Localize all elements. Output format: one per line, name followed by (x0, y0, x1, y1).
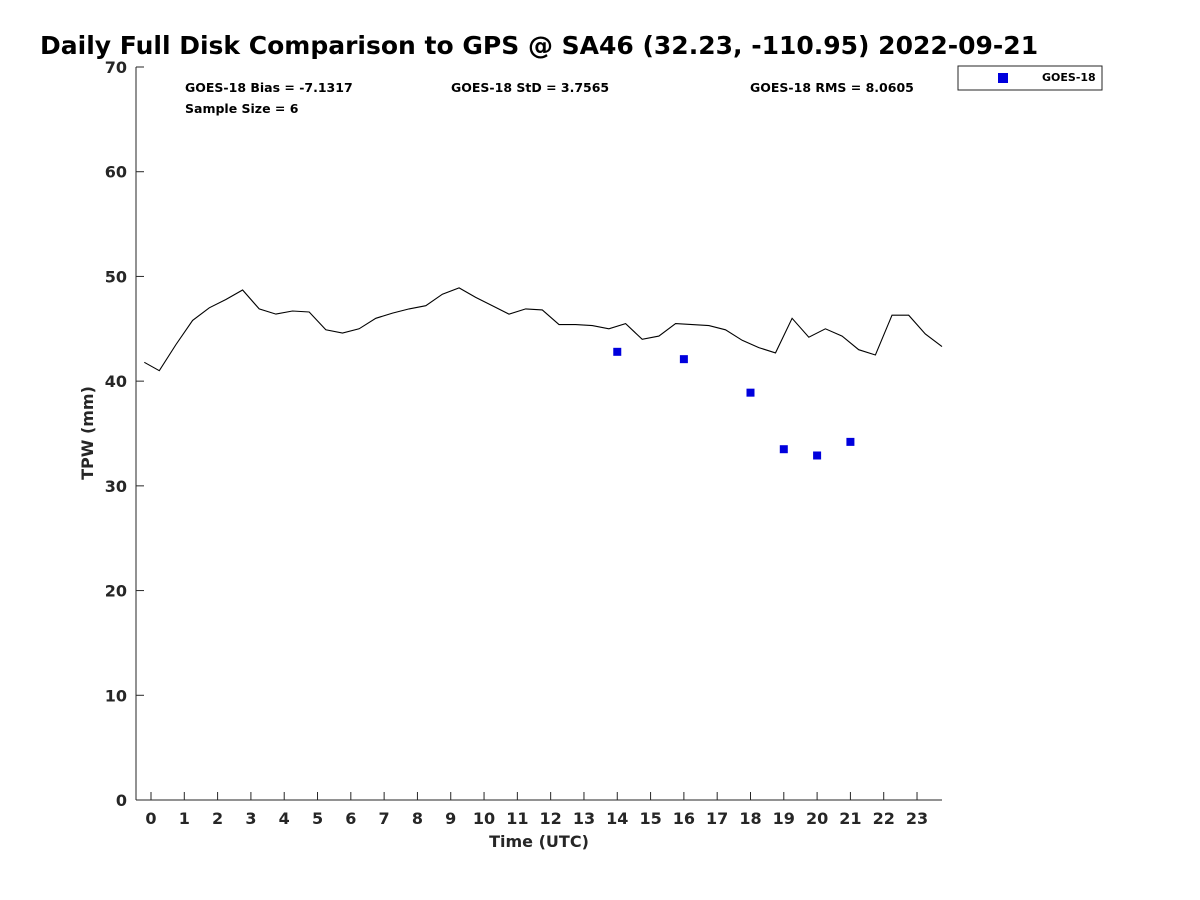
x-axis-label: Time (UTC) (489, 832, 589, 851)
rms-stat: GOES-18 RMS = 8.0605 (750, 80, 914, 95)
x-tick-label: 18 (739, 809, 761, 828)
y-tick-label: 20 (105, 582, 127, 601)
x-tick-label: 7 (379, 809, 390, 828)
legend: GOES-18 (957, 65, 1103, 91)
x-tick-label: 8 (412, 809, 423, 828)
x-tick-label: 22 (873, 809, 895, 828)
x-tick-label: 9 (445, 809, 456, 828)
x-tick-label: 10 (473, 809, 495, 828)
x-tick-label: 19 (773, 809, 795, 828)
x-tick-label: 16 (673, 809, 695, 828)
legend-box (957, 65, 1103, 91)
goes-18-point (746, 388, 755, 397)
y-axis-label: TPW (mm) (78, 386, 97, 480)
x-tick-label: 2 (212, 809, 223, 828)
x-tick-label: 15 (639, 809, 661, 828)
chart-title: Daily Full Disk Comparison to GPS @ SA46… (40, 31, 1038, 60)
x-tick-label: 12 (540, 809, 562, 828)
gps-tpw-line (144, 287, 943, 372)
y-tick-label: 50 (105, 267, 127, 286)
y-tick-label: 60 (105, 163, 127, 182)
goes-18-series (613, 347, 855, 460)
x-tick-label: 5 (312, 809, 323, 828)
goes-18-point (846, 437, 855, 446)
x-tick-label: 13 (573, 809, 595, 828)
goes-18-point (679, 355, 688, 364)
goes-18-point (813, 451, 822, 460)
x-tick-label: 14 (606, 809, 628, 828)
x-tick-label: 3 (245, 809, 256, 828)
stats-annotations: GOES-18 Bias = -7.1317 GOES-18 StD = 3.7… (185, 80, 914, 116)
y-tick-label: 10 (105, 686, 127, 705)
x-tick-label: 11 (506, 809, 528, 828)
plot-area (135, 67, 942, 801)
x-tick-label: 6 (345, 809, 356, 828)
x-axis-ticks: 0 1 2 3 4 5 6 7 8 9 10 11 12 13 14 15 16 17 18 19 20 21 22 23 (145, 792, 928, 828)
x-tick-label: 4 (279, 809, 290, 828)
x-tick-label: 17 (706, 809, 728, 828)
legend-label: GOES-18 (1042, 71, 1096, 84)
y-axis-ticks: 0 10 20 30 40 50 60 70 (105, 58, 144, 810)
gps-series (144, 287, 943, 372)
y-tick-label: 40 (105, 372, 127, 391)
x-tick-label: 1 (179, 809, 190, 828)
std-stat: GOES-18 StD = 3.7565 (451, 80, 609, 95)
x-tick-label: 23 (906, 809, 928, 828)
bias-stat: GOES-18 Bias = -7.1317 (185, 80, 353, 95)
y-tick-label: 0 (116, 791, 127, 810)
x-tick-label: 20 (806, 809, 828, 828)
y-tick-label: 30 (105, 477, 127, 496)
sample-size-stat: Sample Size = 6 (185, 101, 299, 116)
y-tick-label: 70 (105, 58, 127, 77)
goes-18-point (613, 347, 622, 356)
legend-marker (998, 73, 1008, 83)
x-tick-label: 0 (145, 809, 156, 828)
x-tick-label: 21 (839, 809, 861, 828)
goes-18-point (779, 445, 788, 454)
